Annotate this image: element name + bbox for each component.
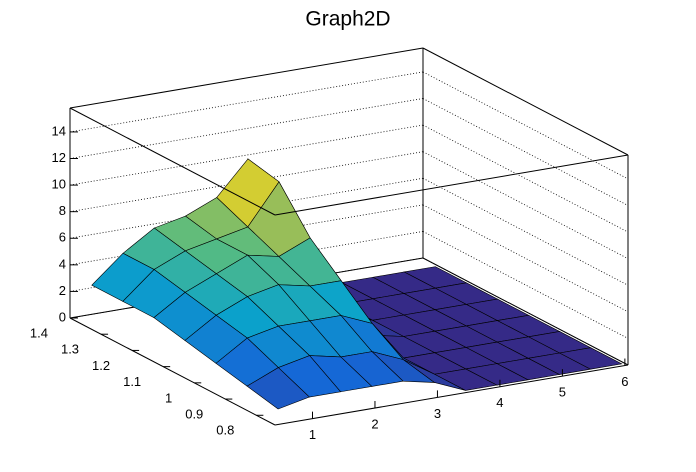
y-tick-label: 1 [165, 390, 172, 405]
z-tick-label: 6 [59, 230, 66, 245]
x-tick-label: 1 [309, 427, 316, 442]
y-tick-label: 1.2 [92, 358, 110, 373]
x-tick-label: 5 [559, 385, 566, 400]
grid-line [422, 98, 629, 206]
y-tick-label: 1.4 [30, 325, 48, 340]
axis-line [69, 317, 276, 426]
surface-cell [246, 367, 310, 410]
z-tick-label: 2 [59, 283, 66, 298]
x-tick-label: 2 [371, 416, 378, 431]
grid-line [422, 71, 629, 180]
z-tick-label: 0 [59, 309, 66, 324]
x-tick-label: 3 [434, 406, 441, 421]
z-tick-label: 12 [52, 150, 66, 165]
grid-line [422, 151, 629, 260]
box-edge [422, 47, 629, 156]
y-tick-label: 1.3 [61, 342, 79, 357]
z-tick-label: 14 [52, 123, 66, 138]
box-edge [274, 154, 629, 216]
chart-title: Graph2D [305, 8, 390, 31]
x-tick-label: 4 [496, 395, 503, 410]
grid-line [422, 124, 629, 233]
axis-line [274, 364, 629, 426]
z-tick-label: 4 [59, 256, 66, 271]
grid-line [422, 204, 629, 313]
grid-line [422, 257, 629, 366]
grid-line [69, 98, 424, 159]
y-tick-label: 0.9 [185, 406, 203, 421]
box-edge [69, 47, 424, 109]
grid-line [422, 231, 629, 339]
z-tick-label: 10 [52, 177, 66, 192]
z-tick-label: 8 [59, 203, 66, 218]
y-tick-label: 0.8 [216, 423, 234, 438]
y-tick-label: 1.1 [123, 374, 141, 389]
x-tick-label: 6 [621, 374, 628, 389]
grid-line [69, 71, 424, 133]
grid-line [422, 177, 629, 286]
box-edge [69, 107, 276, 216]
